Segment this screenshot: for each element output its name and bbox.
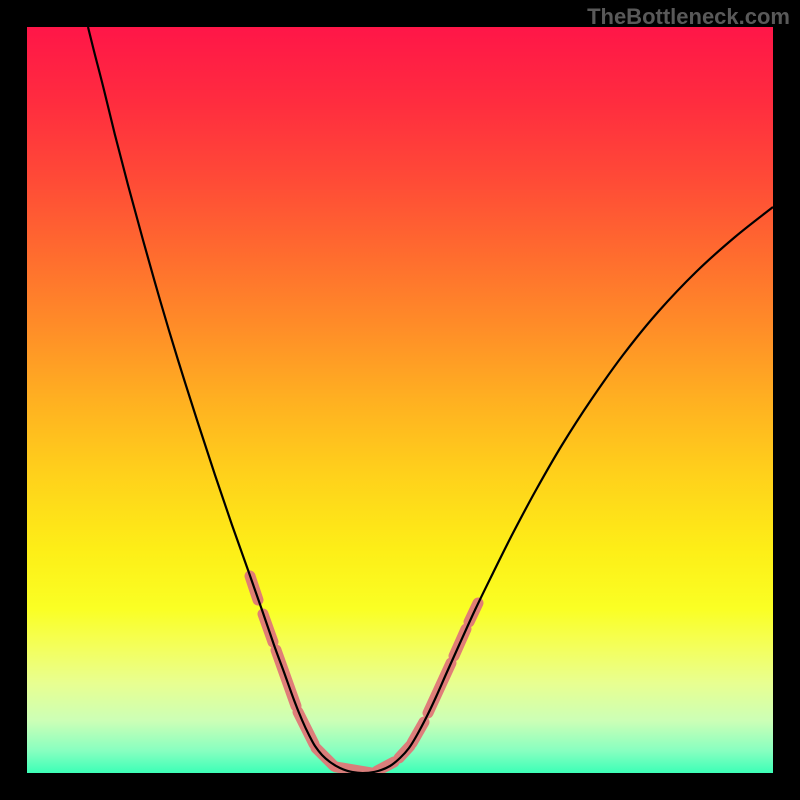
plot-area [27, 27, 773, 773]
chart-svg [0, 0, 800, 800]
chart-container: TheBottleneck.com [0, 0, 800, 800]
watermark-text: TheBottleneck.com [587, 4, 790, 30]
